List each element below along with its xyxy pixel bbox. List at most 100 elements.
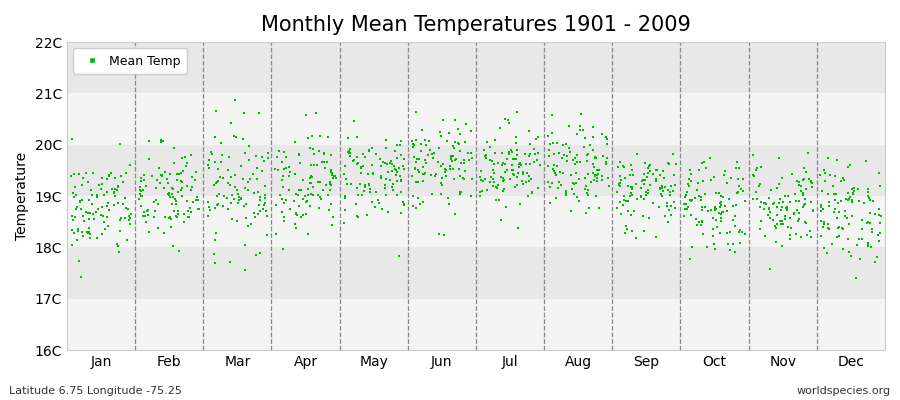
Point [68, 194, 82, 200]
Point [134, 188, 148, 195]
Point [720, 208, 734, 214]
Point [506, 167, 520, 174]
Point [409, 159, 423, 166]
Point [277, 149, 292, 156]
Point [457, 168, 472, 174]
Point [590, 172, 604, 178]
Point [724, 175, 739, 181]
Point [277, 218, 292, 224]
Point [761, 195, 776, 202]
Point [391, 178, 405, 184]
Point [770, 204, 784, 210]
Point [652, 204, 666, 210]
Point [464, 150, 478, 156]
Point [409, 137, 423, 144]
Point [490, 185, 504, 192]
Point [389, 172, 403, 178]
Point [113, 228, 128, 234]
Point [638, 160, 652, 166]
Point [298, 193, 312, 200]
Point [600, 175, 615, 182]
Point [322, 186, 337, 193]
Point [439, 166, 454, 173]
Point [624, 184, 638, 190]
Point [685, 244, 699, 250]
Point [638, 189, 652, 195]
Point [69, 203, 84, 210]
Point [154, 137, 168, 143]
Point [679, 200, 693, 207]
Point [629, 181, 643, 188]
Point [872, 238, 886, 244]
Point [799, 186, 814, 192]
Point [169, 177, 184, 183]
Point [167, 196, 182, 203]
Point [133, 192, 148, 199]
Point [379, 144, 393, 151]
Point [415, 127, 429, 133]
Point [796, 190, 810, 196]
Point [389, 167, 403, 173]
Point [779, 204, 794, 211]
Point [120, 237, 134, 244]
Point [691, 193, 706, 200]
Point [292, 150, 307, 157]
Point [314, 159, 328, 165]
Point [290, 212, 304, 219]
Point [133, 178, 148, 184]
Point [653, 185, 668, 192]
Point [149, 177, 164, 183]
Point [154, 172, 168, 178]
Point [846, 190, 860, 196]
Point [580, 186, 595, 193]
Point [202, 206, 217, 213]
Point [592, 167, 607, 173]
Point [488, 150, 502, 156]
Point [681, 176, 696, 182]
Point [494, 174, 508, 180]
Point [847, 188, 861, 195]
Point [547, 162, 562, 168]
Point [530, 184, 544, 191]
Point [797, 202, 812, 208]
Point [107, 202, 122, 208]
Point [289, 210, 303, 216]
Point [250, 165, 265, 171]
Point [419, 160, 434, 166]
Point [566, 157, 580, 163]
Point [346, 158, 361, 164]
Point [855, 216, 869, 223]
Point [414, 148, 428, 154]
Point [338, 176, 353, 182]
Point [639, 192, 653, 198]
Point [798, 196, 813, 203]
Point [323, 182, 338, 189]
Point [214, 159, 229, 166]
Point [786, 171, 800, 178]
Point [261, 155, 275, 161]
Point [170, 210, 184, 217]
Point [510, 152, 525, 158]
Point [276, 173, 291, 179]
Point [473, 168, 488, 174]
Point [446, 176, 461, 182]
Point [478, 153, 492, 160]
Point [148, 185, 163, 191]
Point [522, 141, 536, 148]
Point [357, 184, 372, 190]
Point [727, 213, 742, 220]
Point [589, 154, 603, 161]
Point [595, 131, 609, 138]
Point [207, 205, 221, 211]
Point [814, 204, 828, 210]
Point [172, 171, 186, 177]
Point [852, 198, 867, 204]
Point [418, 157, 432, 164]
Point [176, 168, 190, 174]
Point [646, 199, 661, 206]
Point [222, 182, 237, 188]
Point [163, 214, 177, 220]
Point [578, 135, 592, 141]
Point [108, 186, 122, 192]
Point [72, 258, 86, 264]
